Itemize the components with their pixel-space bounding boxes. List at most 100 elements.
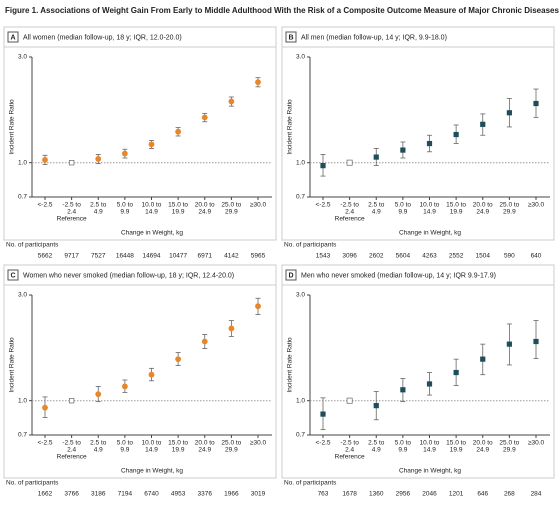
reference-label: Reference (57, 454, 87, 461)
x-tick-label: 19.9 (450, 447, 463, 454)
y-axis-label: Incident Rate Ratio (287, 337, 294, 393)
x-tick-label: 20.0 to (473, 202, 493, 209)
x-tick-label: 25.0 to (221, 202, 241, 209)
x-tick-label: 20.0 to (195, 440, 215, 447)
reference-label: Reference (57, 216, 87, 223)
x-tick-label: 9.9 (398, 447, 407, 454)
reference-label: Reference (335, 454, 365, 461)
x-tick-label: ≥30.0 (250, 202, 267, 209)
participant-count: 2956 (396, 491, 411, 498)
participant-count: 4953 (171, 491, 186, 498)
panel-letter: C (10, 272, 15, 279)
panel-title: Women who never smoked (median follow-up… (23, 272, 234, 279)
x-tick-label: 20.0 to (473, 440, 493, 447)
x-tick-label: 2.4 (67, 209, 76, 216)
y-tick-label: 1.0 (296, 159, 305, 166)
participant-count: 6971 (198, 253, 213, 260)
point (42, 404, 48, 411)
x-tick-label: 10.0 to (420, 440, 440, 447)
y-tick-label: 3.0 (296, 54, 305, 61)
point (121, 150, 128, 157)
x-tick-label: 29.9 (225, 447, 238, 454)
reference-label: Reference (335, 216, 365, 223)
point (426, 381, 433, 387)
point (400, 147, 406, 153)
participant-count: 1966 (224, 491, 239, 498)
point (320, 411, 326, 417)
participant-count: 7194 (118, 491, 133, 498)
x-tick-label: 4.9 (372, 209, 381, 216)
participant-count: 4263 (422, 253, 437, 260)
x-tick-label: 4.9 (94, 447, 103, 454)
y-tick-label: 3.0 (18, 54, 27, 61)
participant-count: 6740 (144, 491, 159, 498)
participant-count: 646 (477, 491, 488, 498)
point (228, 325, 235, 332)
x-tick-label: 2.5 to (368, 202, 385, 209)
point (148, 371, 155, 378)
y-tick-label: 1.0 (18, 159, 27, 166)
panel-letter-box (285, 269, 297, 281)
x-tick-label: 2.5 to (90, 202, 107, 209)
y-tick-label: 3.0 (296, 292, 305, 299)
participant-count: 5662 (38, 253, 53, 260)
x-tick-label: -2.5 to (340, 202, 359, 209)
point (228, 98, 235, 105)
participant-count: 1504 (476, 253, 491, 260)
point (480, 356, 486, 362)
point (255, 79, 261, 86)
x-tick-label: 14.9 (145, 209, 158, 216)
x-tick-label: ≥30.0 (528, 440, 545, 447)
x-tick-label: 10.0 to (142, 202, 162, 209)
x-axis-label: Change in Weight, kg (121, 230, 183, 237)
participants-label: No. of participants (6, 480, 59, 487)
participant-count: 3019 (251, 491, 266, 498)
x-tick-label: 15.0 to (446, 202, 466, 209)
x-tick-label: ≥30.0 (250, 440, 267, 447)
point (533, 100, 539, 107)
panel-letter-box (7, 31, 19, 43)
x-tick-label: -2.5 to (62, 440, 81, 447)
point (175, 128, 182, 135)
point (68, 160, 75, 166)
x-tick-label: ≥30.0 (528, 202, 545, 209)
participant-count: 640 (531, 253, 542, 260)
x-tick-label: 4.9 (94, 209, 103, 216)
x-tick-label: 9.9 (120, 209, 129, 216)
participant-count: 4142 (224, 253, 239, 260)
x-tick-label: 20.0 to (195, 202, 215, 209)
point (95, 156, 102, 162)
point (42, 156, 48, 163)
participant-count: 7527 (91, 253, 106, 260)
point (255, 303, 261, 310)
panel-letter: A (10, 34, 15, 41)
x-tick-label: 25.0 to (499, 440, 519, 447)
y-tick-label: 0.7 (296, 432, 305, 439)
participant-count: 268 (504, 491, 515, 498)
y-tick-label: 0.7 (18, 194, 27, 201)
panel-frame (3, 26, 277, 241)
participant-count: 1662 (38, 491, 53, 498)
participant-count: 590 (504, 253, 515, 260)
participant-count: 1543 (316, 253, 331, 260)
point (346, 397, 353, 404)
x-tick-label: 24.9 (198, 447, 211, 454)
x-tick-label: 5.0 to (117, 440, 134, 447)
x-axis-label: Change in Weight, kg (399, 468, 461, 475)
x-tick-label: 2.5 to (368, 440, 385, 447)
panel-letter-box (7, 269, 19, 281)
participants-label: No. of participants (6, 242, 59, 249)
x-tick-label: <-2.5 (38, 202, 53, 209)
point (121, 383, 128, 390)
participant-count: 2046 (422, 491, 437, 498)
participant-count: 3186 (91, 491, 106, 498)
point (148, 141, 155, 148)
point (506, 110, 512, 116)
point (426, 140, 433, 147)
y-axis-label: Incident Rate Ratio (9, 99, 16, 155)
participant-count: 14694 (142, 253, 160, 260)
point (453, 369, 459, 376)
point (68, 398, 75, 404)
x-tick-label: <-2.5 (316, 440, 331, 447)
panel-title: Men who never smoked (median follow-up, … (301, 272, 496, 279)
